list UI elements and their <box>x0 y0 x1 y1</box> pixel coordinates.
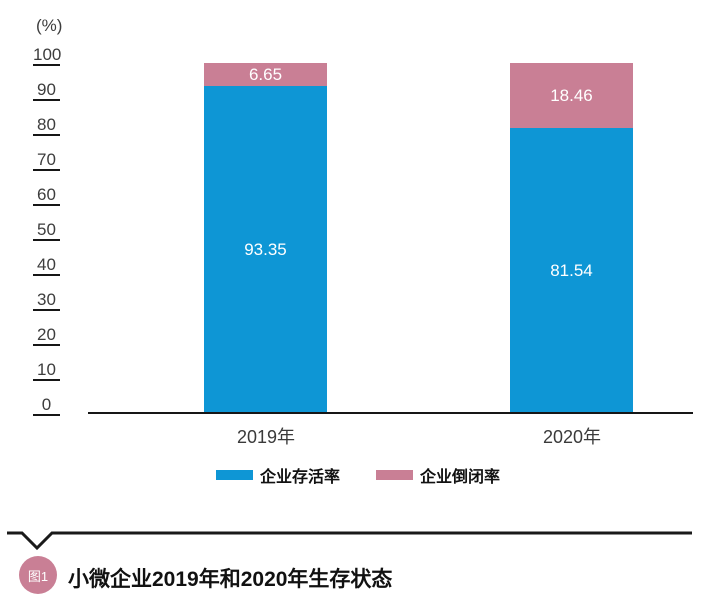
y-tick-label: 70 <box>33 150 60 171</box>
y-tick-label: 40 <box>33 255 60 276</box>
y-tick-label: 80 <box>33 115 60 136</box>
legend: 企业存活率 企业倒闭率 <box>0 463 716 487</box>
legend-swatch-icon <box>376 470 413 480</box>
legend-label: 企业倒闭率 <box>420 469 501 486</box>
legend-label: 企业存活率 <box>259 469 340 486</box>
y-tick-label: 100 <box>33 45 62 66</box>
x-tick-label: 2019年 <box>236 427 296 447</box>
bar-segment-closure-2019年: 6.65 <box>204 63 327 86</box>
y-tick-label: 10 <box>33 360 60 381</box>
legend-swatch-icon <box>215 470 253 480</box>
y-tick-label: 30 <box>33 290 60 311</box>
bar-segment-survival-2019年: 93.35 <box>204 86 327 413</box>
x-axis-line <box>88 412 693 414</box>
caption-divider-line <box>7 531 692 551</box>
x-tick-label: 2020年 <box>542 427 602 447</box>
figure-title: 小微企业2019年和2020年生存状态 <box>68 568 393 591</box>
y-tick-label: 50 <box>33 220 60 241</box>
y-tick-label: 20 <box>33 325 60 346</box>
bar-segment-survival-2020年: 81.54 <box>510 128 633 413</box>
bar-segment-closure-2020年: 18.46 <box>510 63 633 128</box>
y-tick-label: 90 <box>33 80 60 101</box>
figure-badge: 图1 <box>19 556 57 594</box>
y-tick-label: 60 <box>33 185 60 206</box>
y-axis-unit-label: (%) <box>36 16 63 35</box>
y-tick-label: 0 <box>33 395 60 416</box>
legend-item: 企业倒闭率 <box>376 463 500 487</box>
legend-item: 企业存活率 <box>215 463 340 487</box>
